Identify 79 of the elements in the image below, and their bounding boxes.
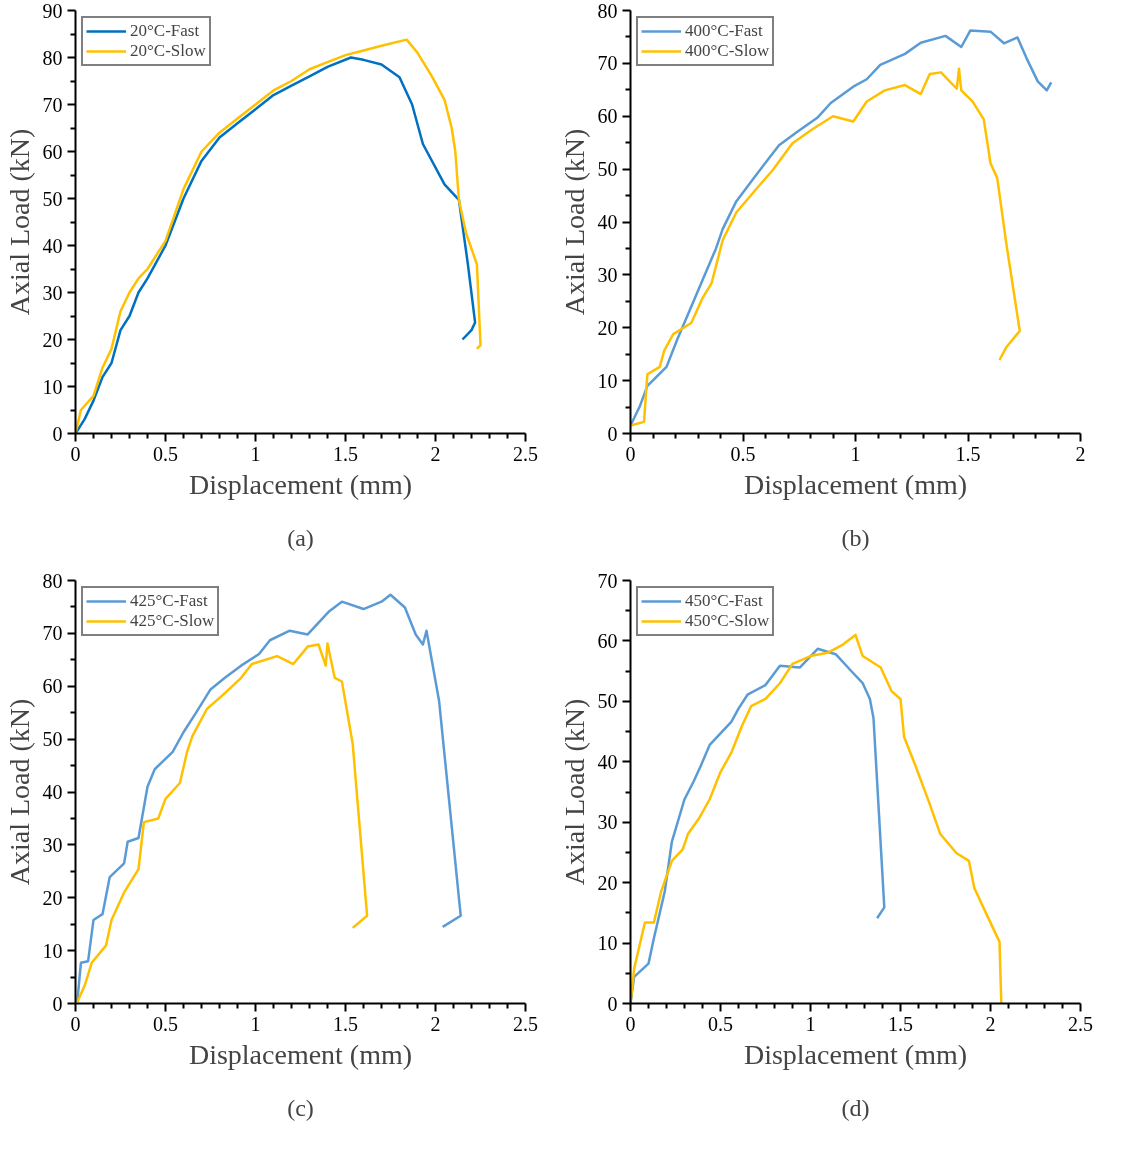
x-axis-title: Displacement (mm) bbox=[743, 468, 968, 500]
x-axis-title: Displacement (mm) bbox=[188, 468, 413, 500]
x-tick-label: 2.5 bbox=[1068, 1012, 1093, 1035]
y-tick-label: 70 bbox=[42, 622, 63, 645]
legend-label: 400°C-Fast bbox=[685, 21, 763, 41]
y-axis-title: Axial Load (kN) bbox=[558, 698, 590, 886]
y-tick-label: 10 bbox=[42, 375, 63, 398]
y-tick-label: 60 bbox=[42, 140, 63, 163]
y-tick-label: 20 bbox=[42, 886, 63, 909]
legend-label: 450°C-Fast bbox=[685, 591, 763, 611]
x-axis-title: Displacement (mm) bbox=[743, 1038, 968, 1070]
y-tick-label: 50 bbox=[597, 158, 618, 181]
y-tick-label: 0 bbox=[607, 422, 618, 445]
text: (b) bbox=[841, 524, 870, 551]
x-tick-label: 1.5 bbox=[333, 1012, 358, 1035]
text: (c) bbox=[287, 1094, 314, 1121]
x-tick-label: 1.5 bbox=[333, 442, 358, 465]
legend-label: 450°C-Slow bbox=[685, 611, 770, 631]
y-tick-label: 70 bbox=[597, 569, 618, 592]
y-tick-label: 20 bbox=[597, 316, 618, 339]
y-tick-label: 40 bbox=[42, 234, 63, 257]
y-tick-label: 80 bbox=[42, 569, 63, 592]
x-tick-label: 1.5 bbox=[888, 1012, 913, 1035]
legend-label: 20°C-Fast bbox=[130, 21, 200, 41]
y-axis-title: Axial Load (kN) bbox=[3, 128, 35, 316]
y-tick-label: 90 bbox=[42, 0, 63, 22]
y-tick-label: 20 bbox=[597, 871, 618, 894]
x-tick-label: 0.5 bbox=[730, 442, 756, 465]
x-tick-label: 0 bbox=[70, 1012, 81, 1035]
y-tick-label: 50 bbox=[42, 728, 63, 751]
y-tick-label: 60 bbox=[597, 629, 618, 652]
text: (d) bbox=[841, 1094, 870, 1121]
x-tick-label: 2 bbox=[430, 442, 441, 465]
y-tick-label: 0 bbox=[607, 992, 618, 1015]
x-tick-label: 0.5 bbox=[153, 1012, 178, 1035]
x-tick-label: 2 bbox=[985, 1012, 996, 1035]
y-tick-label: 30 bbox=[597, 263, 618, 286]
y-tick-label: 30 bbox=[42, 833, 63, 856]
x-axis-title: Displacement (mm) bbox=[188, 1038, 413, 1070]
x-tick-label: 0.5 bbox=[708, 1012, 733, 1035]
x-tick-label: 2 bbox=[430, 1012, 441, 1035]
y-tick-label: 80 bbox=[597, 0, 618, 22]
y-tick-label: 70 bbox=[42, 93, 63, 116]
x-tick-label: 0 bbox=[625, 442, 636, 465]
y-tick-label: 10 bbox=[597, 932, 618, 955]
legend-label: 400°C-Slow bbox=[685, 41, 770, 61]
y-tick-label: 60 bbox=[42, 675, 63, 698]
text: (a) bbox=[287, 524, 314, 551]
y-tick-label: 50 bbox=[42, 187, 63, 210]
y-tick-label: 40 bbox=[597, 211, 618, 233]
x-tick-label: 1 bbox=[850, 442, 861, 465]
y-tick-label: 10 bbox=[597, 369, 618, 392]
legend-label: 20°C-Slow bbox=[130, 41, 206, 61]
x-tick-label: 1 bbox=[250, 1012, 261, 1035]
x-tick-label: 1 bbox=[805, 1012, 816, 1035]
y-tick-label: 0 bbox=[52, 422, 63, 445]
y-tick-label: 40 bbox=[597, 750, 618, 773]
legend-label: 425°C-Fast bbox=[130, 591, 208, 611]
y-tick-label: 0 bbox=[52, 992, 63, 1015]
y-tick-label: 40 bbox=[42, 781, 63, 803]
x-tick-label: 1 bbox=[250, 442, 261, 465]
x-tick-label: 0 bbox=[70, 442, 81, 465]
y-tick-label: 20 bbox=[42, 328, 63, 351]
y-tick-label: 60 bbox=[597, 105, 618, 128]
y-tick-label: 80 bbox=[42, 46, 63, 69]
x-tick-label: 1.5 bbox=[955, 442, 981, 465]
y-tick-label: 10 bbox=[42, 939, 63, 962]
x-tick-label: 2.5 bbox=[513, 442, 538, 465]
x-tick-label: 0 bbox=[625, 1012, 636, 1035]
x-tick-label: 2.5 bbox=[513, 1012, 538, 1035]
y-axis-title: Axial Load (kN) bbox=[558, 128, 590, 316]
x-tick-label: 0.5 bbox=[153, 442, 178, 465]
y-tick-label: 70 bbox=[597, 52, 618, 75]
y-axis-title: Axial Load (kN) bbox=[3, 698, 35, 886]
y-tick-label: 50 bbox=[597, 690, 618, 713]
x-tick-label: 2 bbox=[1075, 442, 1086, 465]
legend-label: 425°C-Slow bbox=[130, 611, 215, 631]
y-tick-label: 30 bbox=[597, 811, 618, 834]
y-tick-label: 30 bbox=[42, 281, 63, 304]
